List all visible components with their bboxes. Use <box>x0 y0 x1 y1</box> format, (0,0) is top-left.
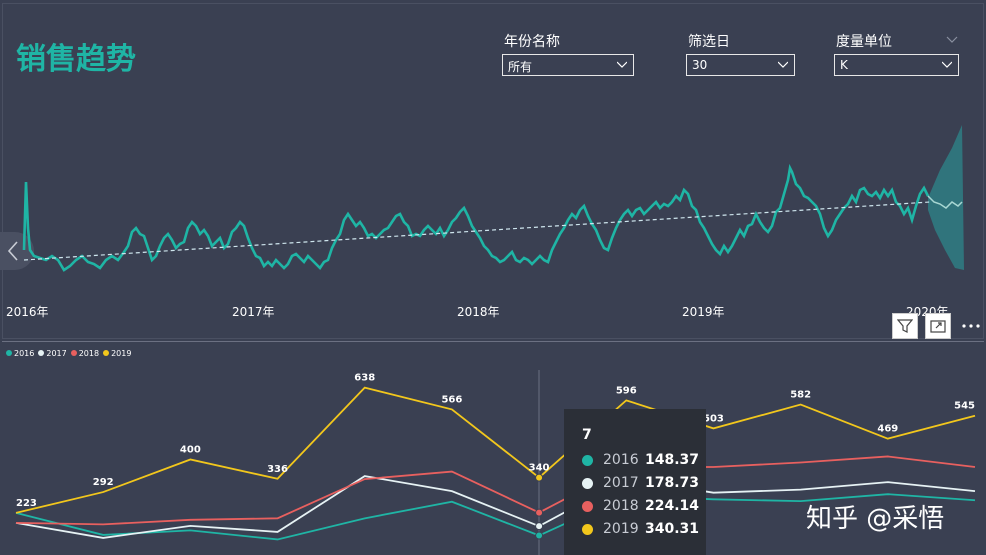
legend-dot-2016 <box>6 350 12 356</box>
series-line-2019[interactable] <box>15 386 976 514</box>
data-label-2019: 503 <box>703 413 724 424</box>
slicer-day-label: 筛选日 <box>688 34 730 50</box>
year-label-2017: 2017年 <box>232 305 275 319</box>
more-options-icon <box>962 324 980 328</box>
sales-trend-panel <box>2 3 984 339</box>
hover-point-2016[interactable] <box>535 531 544 540</box>
chevron-down-icon <box>942 61 952 68</box>
slicer-unit-label: 度量单位 <box>836 34 892 50</box>
tooltip-year: 2017 <box>603 475 639 491</box>
legend-item-2016[interactable]: 2016 <box>6 349 34 358</box>
tooltip-value: 148.37 <box>645 452 700 468</box>
data-label-2019: 582 <box>790 390 811 401</box>
chevron-down-icon <box>778 61 788 68</box>
trend-dashed-line <box>23 201 931 261</box>
year-label-2018: 2018年 <box>457 305 500 319</box>
tooltip-row-2017: 2017 178.73 <box>582 475 699 491</box>
focus-mode-icon <box>930 320 946 333</box>
legend-item-2018[interactable]: 2018 <box>70 349 99 358</box>
tooltip-dot-2016 <box>582 454 593 466</box>
data-label-2019: 223 <box>16 498 37 509</box>
data-label-2019: 596 <box>616 385 637 396</box>
collapse-chevron-icon[interactable] <box>946 36 958 44</box>
tooltip-row-2016: 2016 148.37 <box>582 452 699 468</box>
data-label-2019: 638 <box>354 373 375 384</box>
year-slicer-value: 所有 <box>508 60 533 74</box>
filter-icon <box>897 319 913 333</box>
data-label-2019: 400 <box>180 444 201 455</box>
unit-slicer-value: K <box>840 58 848 72</box>
data-label-2019: 292 <box>93 477 114 488</box>
tooltip-value: 340.31 <box>645 521 700 537</box>
tooltip-row-2019: 2019 340.31 <box>582 521 699 537</box>
tooltip-year: 2016 <box>603 452 639 468</box>
forecast-line <box>927 195 963 209</box>
year-label-2019: 2019年 <box>682 305 725 319</box>
chevron-left-icon <box>7 241 18 261</box>
series-line-2016[interactable] <box>15 493 976 541</box>
tooltip-dot-2018 <box>582 500 593 512</box>
hover-tooltip: 7 2016 148.37 2017 178.73 2018 224.14 2019 3… <box>564 409 706 555</box>
series-line-2018[interactable] <box>15 455 976 526</box>
tooltip-value: 224.14 <box>645 498 700 514</box>
year-label-2016: 2016年 <box>6 305 49 319</box>
data-label-2019: 340 <box>529 463 550 474</box>
sales-trend-chart <box>22 125 964 272</box>
series-line-2017[interactable] <box>15 475 976 539</box>
more-options-button[interactable] <box>958 313 984 339</box>
legend-item-2017[interactable]: 2017 <box>38 349 67 358</box>
day-slicer[interactable]: 30 <box>686 54 795 76</box>
tooltip-year: 2019 <box>603 521 639 537</box>
legend-dot-2018 <box>70 350 77 356</box>
tooltip-title: 7 <box>582 427 592 443</box>
filter-button[interactable] <box>892 313 918 339</box>
tooltip-dot-2017 <box>582 477 593 489</box>
data-label-2019: 336 <box>267 464 288 475</box>
tooltip-value: 178.73 <box>645 475 700 491</box>
hover-point-2018[interactable] <box>535 508 544 517</box>
tooltip-year: 2018 <box>603 498 639 514</box>
watermark: 知乎 @采悟 <box>806 504 945 534</box>
trend-line <box>22 163 930 272</box>
unit-slicer[interactable]: K <box>834 54 959 76</box>
legend-dot-2019 <box>103 350 110 356</box>
data-label-2019: 545 <box>954 401 975 412</box>
page-title: 销售趋势 <box>16 42 136 77</box>
chart-legend: 2016 2017 2018 2019 <box>6 349 131 358</box>
year-slicer[interactable]: 所有 <box>502 54 634 76</box>
chevron-down-icon <box>617 61 627 68</box>
day-slicer-value: 30 <box>692 58 708 72</box>
hover-point-2019[interactable] <box>535 473 544 482</box>
slicer-year-label: 年份名称 <box>504 34 560 50</box>
forecast-confidence-band <box>928 125 964 270</box>
focus-mode-button[interactable] <box>925 313 951 339</box>
hover-point-2017[interactable] <box>535 522 544 531</box>
legend-dot-2017 <box>38 350 45 356</box>
year-compare-chart: 223 292 400 336 638 566 340 596 503 582 469 545 <box>15 370 976 555</box>
data-label-2019: 566 <box>441 394 462 405</box>
legend-item-2019[interactable]: 2019 <box>103 349 131 358</box>
data-label-2019: 469 <box>877 424 898 435</box>
tooltip-dot-2019 <box>582 523 593 535</box>
tooltip-row-2018: 2018 224.14 <box>582 498 699 514</box>
